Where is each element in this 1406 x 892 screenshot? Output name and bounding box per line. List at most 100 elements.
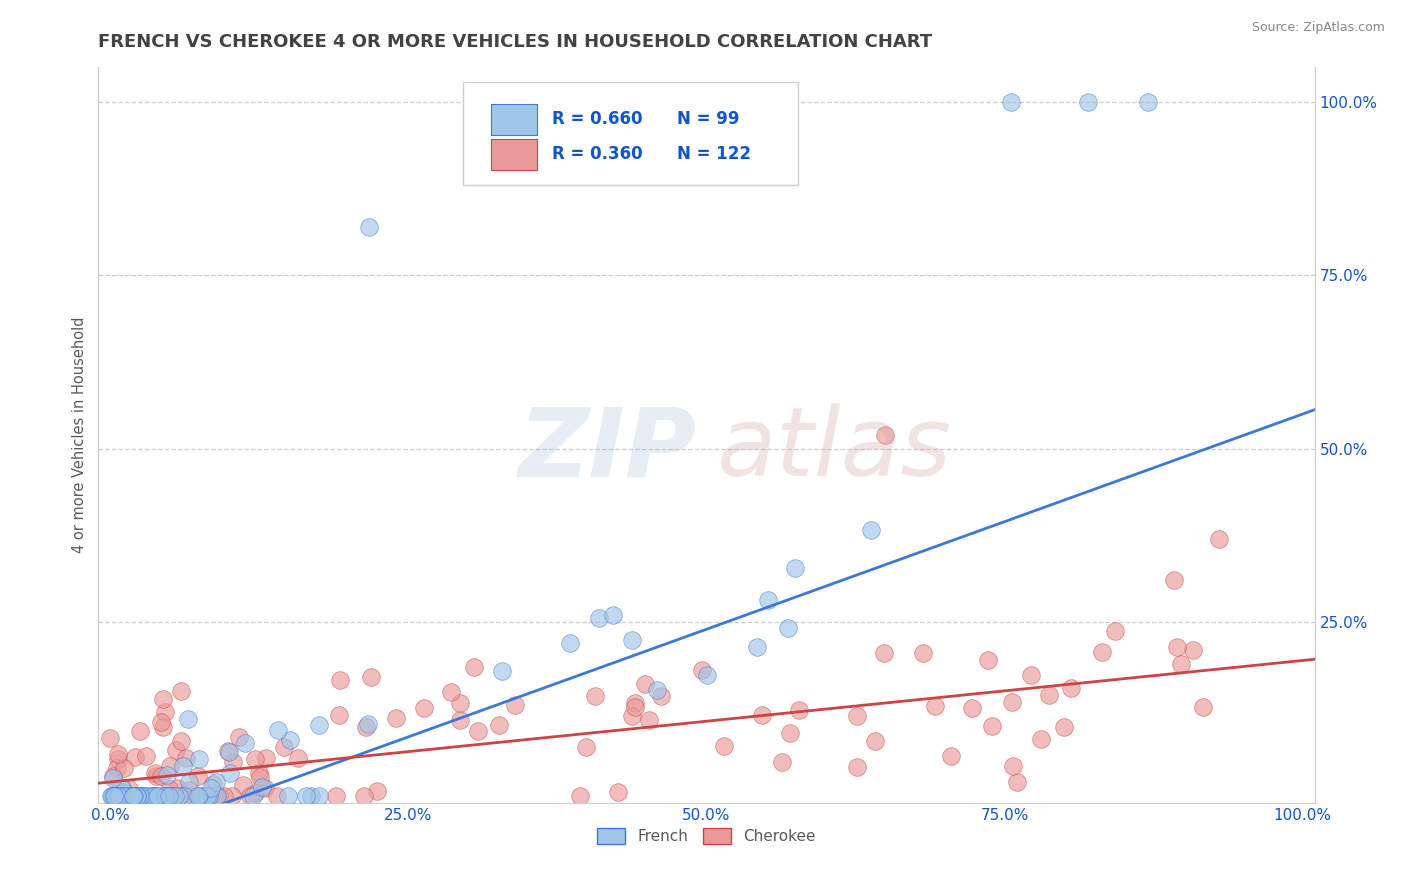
Point	[111, 780, 134, 795]
Point	[247, 765, 270, 780]
Point	[245, 752, 267, 766]
Point	[155, 789, 177, 803]
Point	[110, 789, 132, 803]
Point	[173, 788, 195, 802]
Point	[939, 749, 962, 764]
Point	[156, 789, 179, 803]
Point	[385, 710, 408, 724]
Point	[152, 692, 174, 706]
Point	[1019, 667, 1042, 681]
Point	[756, 593, 779, 607]
Legend: French, Cherokee: French, Cherokee	[592, 822, 821, 850]
Point	[266, 723, 288, 738]
Point	[107, 752, 129, 766]
Point	[607, 785, 630, 799]
Point	[621, 709, 644, 723]
Point	[645, 683, 668, 698]
Point	[778, 622, 800, 636]
Point	[110, 780, 132, 794]
Point	[488, 718, 510, 732]
Point	[173, 759, 195, 773]
Point	[875, 428, 897, 442]
Point	[212, 789, 235, 803]
Point	[208, 789, 231, 803]
Point	[170, 683, 193, 698]
Text: R = 0.660: R = 0.660	[553, 110, 643, 128]
Point	[239, 789, 262, 803]
Point	[112, 789, 135, 803]
Point	[107, 747, 129, 762]
Point	[1001, 695, 1024, 709]
Point	[588, 610, 610, 624]
Point	[112, 761, 135, 775]
Point	[354, 720, 377, 734]
Point	[977, 652, 1000, 666]
Point	[254, 780, 277, 795]
Point	[121, 789, 143, 803]
Point	[650, 689, 672, 703]
FancyBboxPatch shape	[491, 139, 537, 170]
Point	[491, 664, 513, 678]
Point	[134, 789, 156, 803]
Point	[143, 789, 166, 803]
Point	[101, 772, 124, 786]
Point	[325, 789, 347, 803]
Point	[440, 685, 463, 699]
Point	[142, 789, 165, 803]
Point	[117, 789, 139, 803]
Point	[101, 789, 124, 803]
Point	[127, 789, 149, 803]
Point	[860, 523, 883, 537]
Text: FRENCH VS CHEROKEE 4 OR MORE VEHICLES IN HOUSEHOLD CORRELATION CHART: FRENCH VS CHEROKEE 4 OR MORE VEHICLES IN…	[98, 34, 932, 52]
FancyBboxPatch shape	[491, 103, 537, 135]
Point	[356, 716, 378, 731]
Point	[329, 673, 352, 687]
Point	[696, 668, 718, 682]
Point	[156, 789, 179, 803]
Point	[111, 789, 134, 803]
Point	[779, 725, 801, 739]
Point	[863, 733, 886, 747]
Point	[1166, 640, 1188, 654]
Point	[266, 789, 288, 803]
Point	[124, 750, 146, 764]
Point	[165, 742, 187, 756]
Point	[295, 789, 318, 803]
Point	[153, 789, 176, 803]
Point	[911, 646, 934, 660]
Point	[143, 766, 166, 780]
Point	[1052, 720, 1074, 734]
Point	[128, 789, 150, 803]
Point	[120, 789, 142, 803]
Point	[110, 789, 132, 803]
Point	[770, 755, 793, 769]
Point	[218, 745, 240, 759]
Point	[124, 789, 146, 803]
Point	[107, 761, 129, 775]
Point	[621, 632, 644, 647]
Point	[163, 789, 186, 803]
Point	[153, 789, 176, 803]
Point	[638, 714, 661, 728]
Point	[602, 607, 624, 622]
Point	[107, 789, 129, 803]
Point	[135, 748, 157, 763]
Point	[569, 789, 592, 803]
Point	[108, 789, 131, 803]
Point	[187, 789, 209, 803]
Point	[100, 789, 122, 803]
Point	[142, 789, 165, 803]
Point	[143, 789, 166, 803]
Point	[152, 720, 174, 734]
Point	[846, 708, 869, 723]
Point	[180, 789, 202, 803]
Point	[924, 698, 946, 713]
Point	[103, 789, 125, 803]
Point	[104, 789, 127, 803]
Point	[449, 696, 471, 710]
Point	[1192, 700, 1215, 714]
Point	[125, 789, 148, 803]
Point	[1136, 95, 1159, 109]
Point	[204, 788, 226, 802]
Point	[153, 789, 176, 803]
